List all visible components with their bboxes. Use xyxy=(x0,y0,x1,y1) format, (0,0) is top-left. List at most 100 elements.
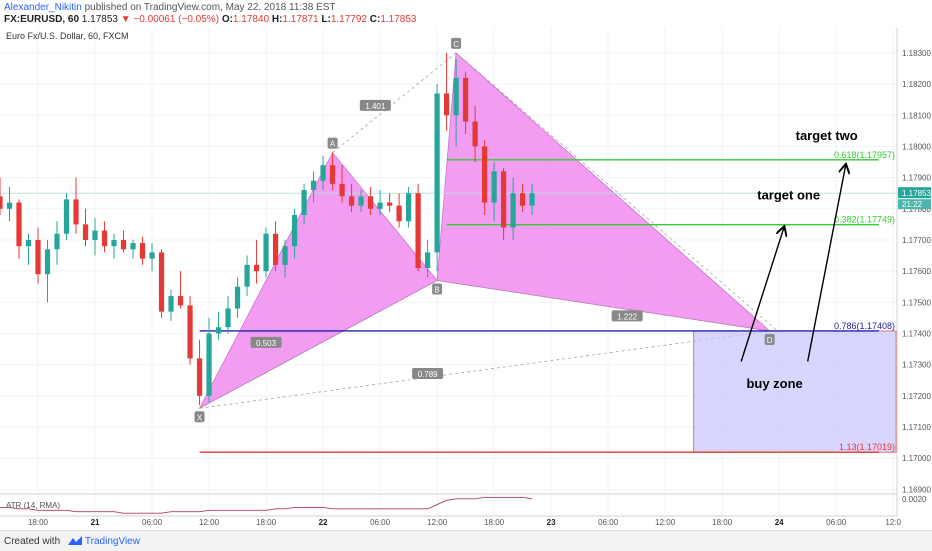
ohlc-line: FX:EURUSD, 60 1.17853 ▼ −0.00061 (−0.05%… xyxy=(4,14,416,25)
ratio-label: 0.789 xyxy=(418,370,439,379)
candle-body xyxy=(244,264,250,287)
candle-body xyxy=(177,296,184,306)
publisher-line: Alexander_Nikitin published on TradingVi… xyxy=(4,2,336,13)
candle-body xyxy=(25,239,32,247)
candle-body xyxy=(253,264,260,272)
symbol-label: FX:EURUSD, 60 xyxy=(4,14,80,25)
time-axis-tick: 12:00 xyxy=(427,518,448,527)
pattern-point-marker xyxy=(194,411,205,423)
ratio-label: 1.222 xyxy=(617,312,638,321)
pattern-point-marker xyxy=(327,137,338,149)
candle-body xyxy=(358,196,364,206)
candle-body xyxy=(82,224,89,240)
candle-body xyxy=(130,243,136,250)
time-axis-tick: 12:00 xyxy=(199,518,220,527)
time-axis-tick: 18:00 xyxy=(256,518,277,527)
current-price-badge xyxy=(898,187,931,199)
tradingview-link[interactable]: TradingView xyxy=(84,536,140,547)
candle-body xyxy=(405,193,412,222)
footer: Created with TradingView xyxy=(0,530,932,551)
chart-title: Euro Fx/U.S. Dollar, 60, FXCM xyxy=(6,31,129,41)
ratio-label-box xyxy=(412,367,444,379)
candle-body xyxy=(272,233,279,265)
candle-body xyxy=(16,202,22,247)
target-arrow xyxy=(806,165,846,362)
ratio-label-box xyxy=(611,310,643,322)
chart-header: Alexander_Nikitin published on TradingVi… xyxy=(0,0,932,28)
atr-axis-tick: 0.0020 xyxy=(902,495,927,504)
high-label: H: xyxy=(271,14,283,25)
candle-body xyxy=(168,296,174,312)
author-name[interactable]: Alexander_Nikitin xyxy=(4,2,82,13)
price-axis-tick: 1.17700 xyxy=(902,236,931,245)
chart-svg[interactable]: 0.618(1.17957) 0.382(1.17749) 0.786(1.1740… xyxy=(0,28,932,530)
price-axis-tick: 1.17500 xyxy=(902,298,931,307)
time-axis-tick: 06:00 xyxy=(142,518,163,527)
candle-body xyxy=(510,193,516,228)
countdown-badge xyxy=(898,199,931,210)
price-axis-tick: 1.18100 xyxy=(902,111,931,120)
price-axis-tick: 1.17000 xyxy=(902,454,931,463)
candle-body xyxy=(472,121,478,147)
pattern-point-marker xyxy=(764,333,775,345)
candle-body xyxy=(187,305,193,359)
price-axis-tick: 1.17200 xyxy=(902,392,931,401)
price-axis-bg xyxy=(897,28,932,516)
price-axis-tick: 1.18000 xyxy=(902,142,931,151)
current-price-label: 1.17853 xyxy=(902,189,931,198)
harmonic-pattern xyxy=(198,52,778,410)
candle-body xyxy=(348,196,355,206)
pattern-ratio-line xyxy=(332,52,457,153)
candle-body xyxy=(424,252,431,269)
time-axis-tick: 18:00 xyxy=(28,518,49,527)
candle-body xyxy=(291,215,298,247)
pattern-ratio-line xyxy=(199,280,438,409)
target-arrow xyxy=(740,227,784,362)
candle-body xyxy=(234,286,241,309)
open-label: O: xyxy=(221,14,233,25)
pattern-point-marker xyxy=(451,37,462,49)
candle-body xyxy=(396,205,402,222)
candle-body xyxy=(386,202,393,206)
price-axis-tick: 1.17100 xyxy=(902,423,931,432)
target-label: target one xyxy=(757,187,820,202)
price-axis-tick: 1.18200 xyxy=(902,80,931,89)
candle-body xyxy=(443,93,450,116)
candle-body xyxy=(111,239,117,247)
open-value: 1.17840 xyxy=(232,14,270,25)
countdown-label: 21:22 xyxy=(902,200,923,209)
candle-body xyxy=(44,249,51,275)
tradingview-logo-icon xyxy=(67,536,82,545)
price-axis-tick: 1.17800 xyxy=(902,205,931,214)
candle-body xyxy=(225,308,231,328)
candle-body xyxy=(0,196,3,209)
created-with: Created with TradingView xyxy=(4,535,140,547)
candle-body xyxy=(434,93,440,253)
candle-body xyxy=(196,358,203,396)
time-axis-tick: 22 xyxy=(319,518,328,527)
high-value: 1.17871 xyxy=(282,14,319,25)
time-axis-tick: 18:00 xyxy=(712,518,733,527)
price-change: ▼ −0.00061 (−0.05%) xyxy=(120,14,220,25)
candle-body xyxy=(310,180,317,191)
ratio-label-box xyxy=(359,99,391,111)
low-label: L: xyxy=(321,14,331,25)
candle-body xyxy=(158,252,165,312)
candle-body xyxy=(101,230,108,247)
atr-label: ATR (14, RMA) xyxy=(6,501,60,510)
ratio-label: 0.503 xyxy=(256,339,277,348)
candle-body xyxy=(339,183,345,197)
fib-level-label: 0.786(1.17408) xyxy=(834,321,895,331)
price-axis-tick: 1.18300 xyxy=(902,49,931,58)
candles xyxy=(0,52,535,406)
time-axis-tick: 12:00 xyxy=(655,518,676,527)
candle-body xyxy=(453,77,459,116)
pattern-ratio-line xyxy=(437,280,770,332)
candle-body xyxy=(263,233,269,272)
candle-body xyxy=(149,252,155,259)
time-axis-tick: 06:00 xyxy=(370,518,391,527)
candle-body xyxy=(139,243,146,259)
last-price: 1.17853 xyxy=(81,14,118,25)
pattern-point-label: C xyxy=(453,40,459,49)
candle-body xyxy=(377,202,383,209)
